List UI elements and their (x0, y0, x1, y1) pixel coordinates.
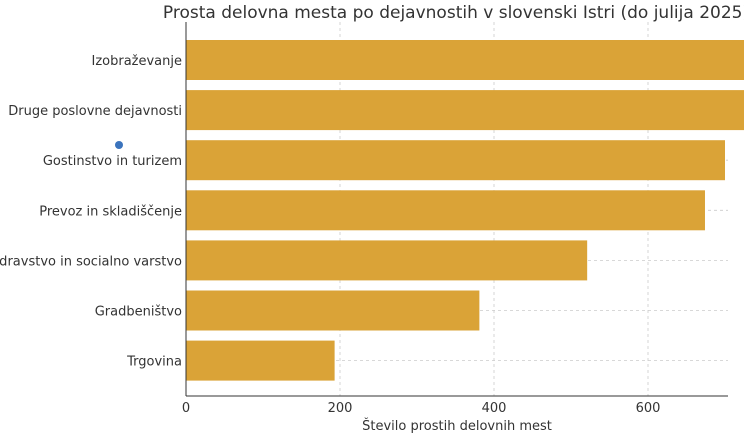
category-label: Prevoz in skladiščenje (39, 204, 182, 219)
x-axis-label: Število prostih delovnih mest (362, 418, 552, 434)
bar-0 (186, 40, 744, 80)
category-label: Gostinstvo in turizem (43, 154, 182, 169)
chart-title: Prosta delovna mesta po dejavnostih v sl… (163, 3, 744, 23)
x-tick-labels: 0200400600800 (182, 401, 661, 416)
bar-2 (186, 140, 725, 181)
x-tick-label: 0 (182, 401, 190, 416)
category-labels: Izobraževanje Druge poslovne dejavnosti Go… (0, 54, 182, 370)
category-label: Druge poslovne dejavnosti (8, 104, 182, 119)
x-tick-label: 200 (328, 401, 353, 416)
bar-6 (186, 340, 335, 381)
x-tick-label: 400 (482, 401, 507, 416)
category-label: Gradbeništvo (95, 305, 182, 320)
x-tick-label: 600 (636, 401, 661, 416)
bar-4 (186, 240, 588, 281)
bars (186, 40, 744, 381)
bar-1 (186, 90, 744, 131)
category-label: Izobraževanje (91, 54, 182, 69)
legend-marker-dot (115, 141, 123, 149)
bar-5 (186, 290, 480, 331)
category-label: Zdravstvo in socialno varstvo (0, 254, 182, 269)
bar-3 (186, 190, 705, 231)
category-label: Trgovina (126, 355, 182, 370)
